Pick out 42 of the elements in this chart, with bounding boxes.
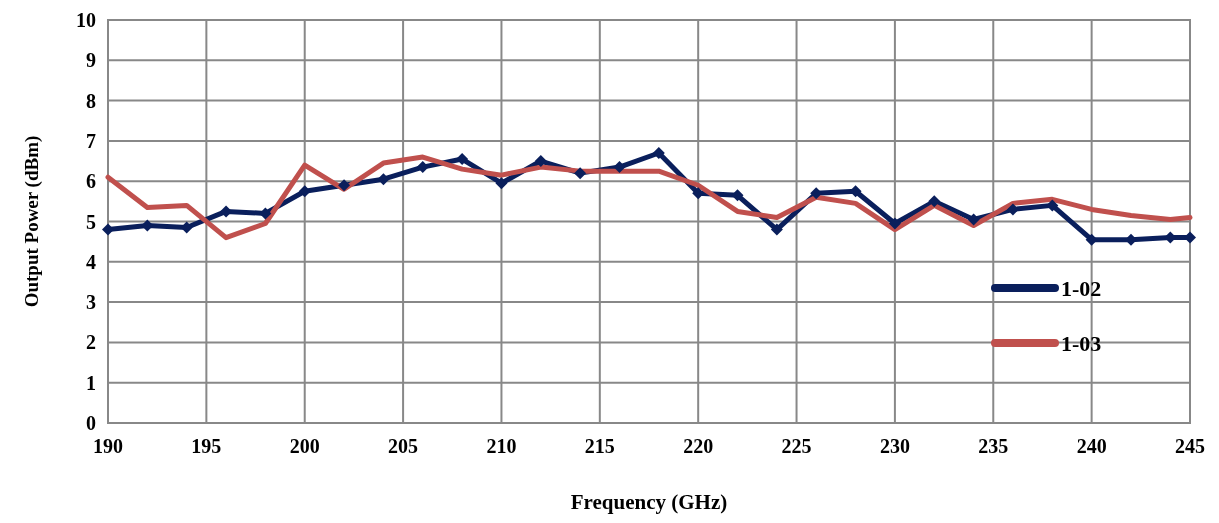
y-tick-label: 4 — [86, 250, 96, 273]
x-tick-label: 205 — [388, 435, 419, 457]
y-tick-label: 0 — [86, 412, 96, 434]
x-tick-label: 210 — [486, 435, 517, 457]
point — [416, 161, 429, 174]
y-tick-label: 7 — [86, 129, 96, 152]
point — [1006, 203, 1019, 216]
point — [495, 177, 508, 190]
point — [652, 146, 665, 159]
point — [928, 195, 941, 208]
legend-label: 1-02 — [1061, 275, 1102, 301]
y-tick-label: 9 — [86, 49, 96, 72]
x-axis-title: Frequency (GHz) — [570, 490, 728, 514]
point — [377, 173, 390, 186]
point — [102, 223, 114, 236]
x-tick-label: 225 — [781, 435, 812, 457]
x-tick-label: 190 — [93, 435, 123, 457]
point — [534, 155, 547, 168]
x-tick-label: 220 — [683, 435, 714, 457]
x-tick-label: 195 — [191, 435, 222, 457]
x-tick-label: 245 — [1175, 435, 1205, 457]
point — [613, 161, 626, 174]
point — [574, 167, 587, 180]
y-tick-label: 2 — [86, 331, 96, 354]
point — [967, 213, 980, 226]
x-tick-label: 235 — [978, 435, 1009, 457]
y-tick-label: 10 — [76, 9, 96, 31]
y-tick-label: 6 — [86, 170, 96, 193]
y-tick-label: 1 — [86, 371, 96, 394]
point — [888, 217, 901, 230]
y-tick-label: 5 — [86, 210, 96, 233]
y-tick-label: 8 — [86, 89, 96, 112]
x-tick-label: 200 — [289, 435, 320, 457]
point — [338, 179, 351, 192]
legend-label: 1-03 — [1061, 330, 1102, 356]
point — [456, 153, 469, 166]
y-tick-label: 3 — [86, 291, 96, 314]
x-tick-label: 215 — [584, 435, 615, 457]
point — [770, 223, 783, 236]
x-tick-label: 240 — [1076, 435, 1107, 457]
x-tick-label: 230 — [879, 435, 910, 457]
y-axis-title: Output Power (dBm) — [21, 135, 43, 308]
